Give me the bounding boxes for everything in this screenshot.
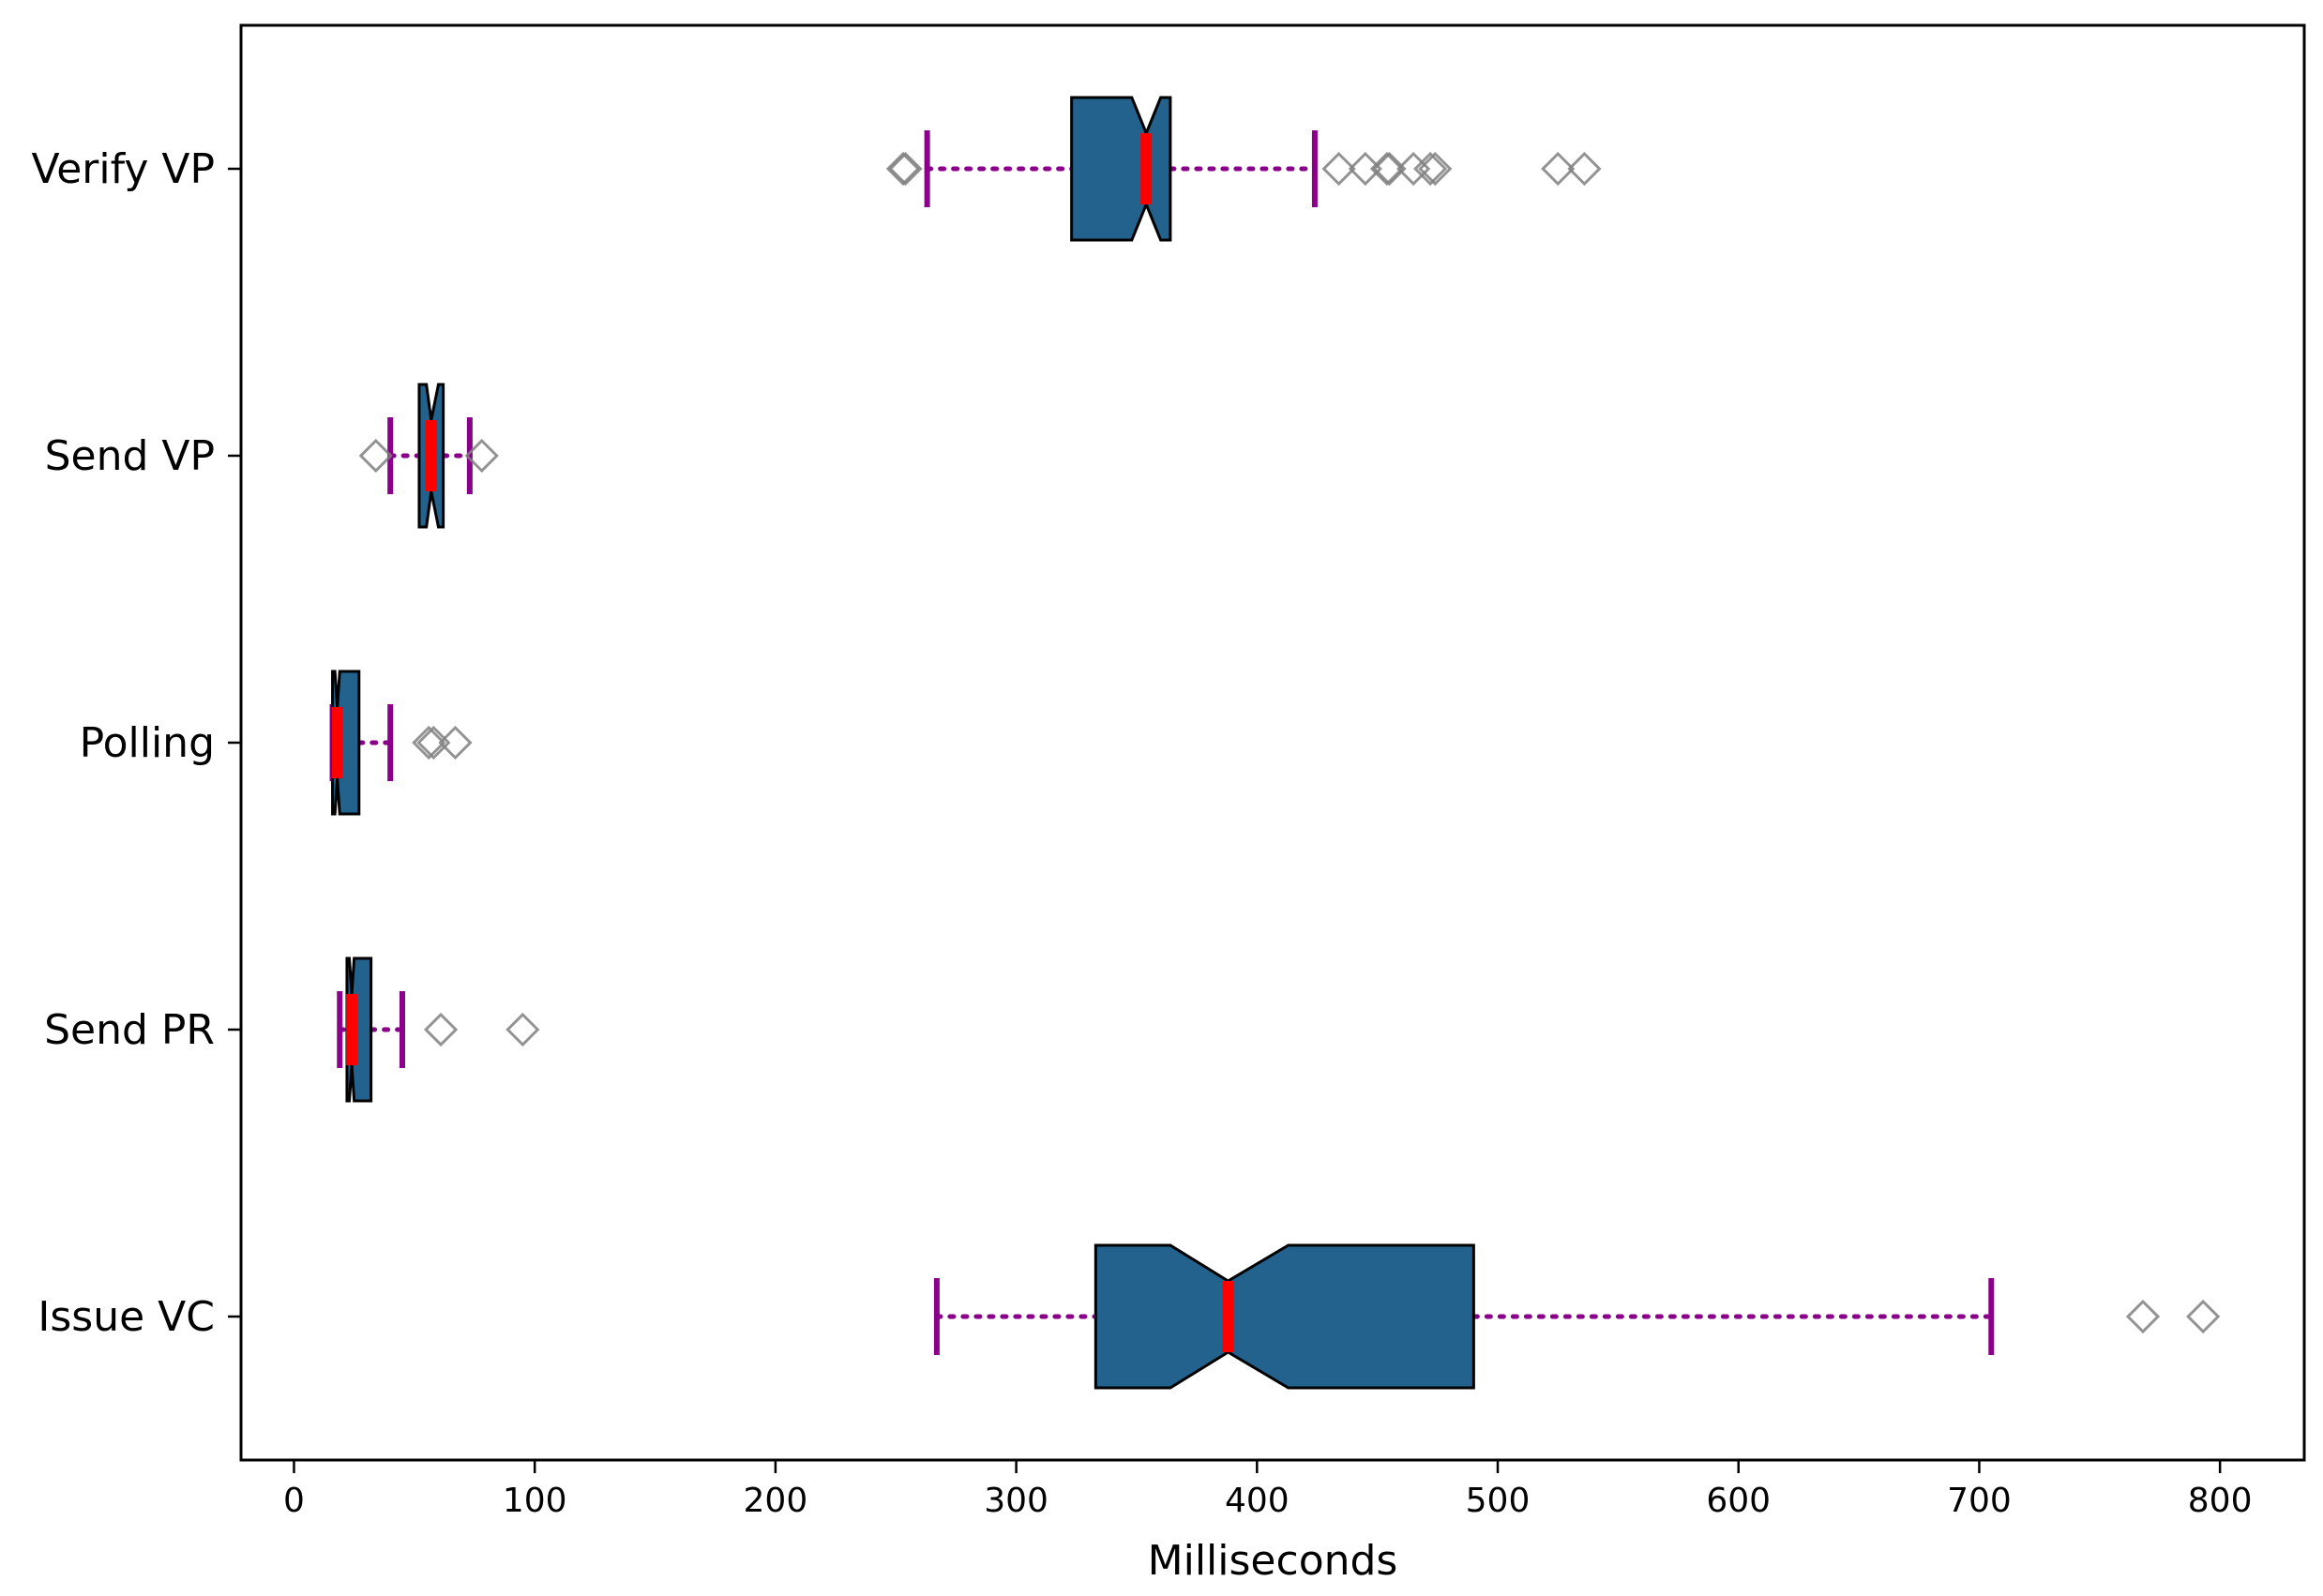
- box-group-issue-vc: [933, 1243, 2221, 1390]
- outlier-point: [412, 725, 446, 760]
- x-tick-label: 500: [1466, 1482, 1531, 1520]
- x-tick-label: 700: [1947, 1482, 2012, 1520]
- outlier-point: [1321, 151, 1356, 187]
- y-tick-label-verify-vp: Verify VP: [32, 145, 215, 193]
- x-tick-label: 600: [1706, 1482, 1771, 1520]
- x-tick-label: 400: [1225, 1482, 1290, 1520]
- outlier-point: [505, 1012, 540, 1047]
- outlier-point: [1567, 151, 1602, 187]
- outlier-point: [438, 725, 473, 760]
- outlier-point: [1413, 151, 1448, 187]
- box-group-send-vp: [358, 383, 499, 529]
- x-tick-label: 300: [984, 1482, 1048, 1520]
- outlier-point: [1541, 151, 1576, 187]
- y-tick-label-issue-vc: Issue VC: [38, 1293, 215, 1341]
- box-group-polling: [329, 670, 473, 816]
- x-tick-label: 800: [2188, 1482, 2253, 1520]
- y-tick-label-send-vp: Send VP: [45, 432, 215, 480]
- box-body: [1070, 96, 1172, 242]
- outlier-point: [1372, 151, 1407, 187]
- outlier-point: [1418, 151, 1453, 187]
- y-tick-label-send-pr: Send PR: [44, 1006, 215, 1054]
- outlier-point: [358, 438, 393, 474]
- outlier-point: [423, 1012, 459, 1047]
- box-body: [1094, 1243, 1475, 1390]
- outlier-point: [464, 438, 499, 474]
- outlier-point: [2186, 1299, 2221, 1334]
- box-group-send-pr: [337, 956, 540, 1103]
- x-tick-label: 0: [283, 1482, 305, 1520]
- x-tick-label: 100: [503, 1482, 567, 1520]
- outlier-point: [888, 151, 923, 187]
- box-group-verify-vp: [885, 96, 1602, 242]
- x-axis-title: Milliseconds: [1148, 1537, 1398, 1585]
- outlier-point: [2125, 1299, 2161, 1334]
- x-tick-label: 200: [744, 1482, 808, 1520]
- outlier-point: [885, 151, 921, 187]
- y-tick-label-polling: Polling: [80, 719, 215, 767]
- outlier-point: [1369, 151, 1405, 187]
- plot-frame: [239, 23, 2306, 1462]
- plot-area: Verify VP Send VP Polling Send PR Issue VC 0 1…: [32, 23, 2306, 1520]
